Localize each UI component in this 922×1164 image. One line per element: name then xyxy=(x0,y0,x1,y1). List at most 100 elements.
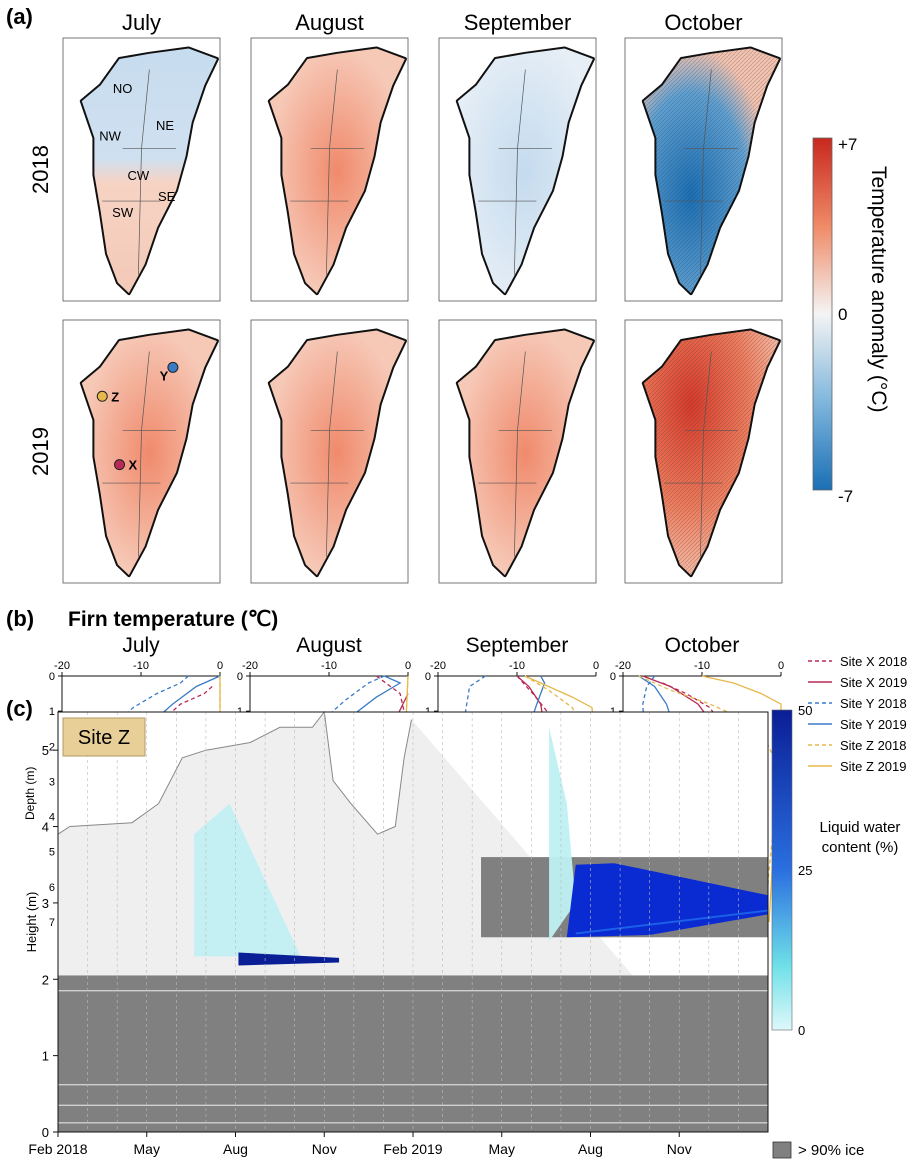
x-tick-label: May xyxy=(134,1141,160,1157)
map-2019-september xyxy=(438,319,597,584)
lwc-colorbar-tick: 0 xyxy=(798,1023,805,1038)
site-z-label: Z xyxy=(111,389,119,404)
x-tick-label: 0 xyxy=(405,660,411,672)
lwc-colorbar-title-line1: Liquid water xyxy=(820,819,901,836)
significance-hatching xyxy=(643,330,779,576)
profile-title-september: September xyxy=(466,634,569,657)
legend-item-site-z-2018: Site Z 2018 xyxy=(840,738,907,753)
y-tick-label: 0 xyxy=(49,671,55,683)
site-z-label-box xyxy=(62,717,146,757)
map-2018-october xyxy=(624,37,783,302)
column-title-july: July xyxy=(122,10,161,35)
x-tick-label: -20 xyxy=(242,660,258,672)
significance-hatching xyxy=(643,48,779,294)
wet-layer-2018 xyxy=(238,952,340,966)
column-title-august: August xyxy=(295,10,364,35)
x-tick-label: May xyxy=(489,1141,515,1157)
y-tick-label: 3 xyxy=(49,776,55,788)
panel-c-site-z-plot: Feb 2018 May Aug Nov Feb 2019 May Aug Nov012345… xyxy=(24,703,900,1159)
y-tick-label: 0 xyxy=(42,1125,49,1140)
map-2019-august xyxy=(250,319,409,584)
y-tick-label: 2 xyxy=(42,972,49,987)
region-label-se: SE xyxy=(158,189,176,204)
ice-sheet-anomaly xyxy=(457,330,593,576)
x-tick-label: -10 xyxy=(321,660,337,672)
colorbar-gradient xyxy=(812,137,833,491)
region-label-cw: CW xyxy=(128,168,150,183)
drainage-basin-boundaries xyxy=(478,69,553,275)
x-tick-label: -20 xyxy=(54,660,70,672)
wet-layer-2019 xyxy=(566,863,768,938)
x-tick-label: -20 xyxy=(615,660,631,672)
panel-c-label: (c) xyxy=(6,696,33,721)
drainage-basin-boundaries xyxy=(290,351,365,557)
x-tick-label: Feb 2018 xyxy=(28,1141,87,1157)
percolation-front-2018 xyxy=(194,803,301,957)
site-x-label: X xyxy=(129,458,138,473)
drainage-basin-boundaries xyxy=(102,69,177,275)
colorbar-min-label: -7 xyxy=(838,487,853,506)
drainage-basin-boundaries xyxy=(102,351,177,557)
ice-sheet-anomaly xyxy=(457,48,593,294)
panel-a-column-titles: July August September October xyxy=(122,10,743,35)
profile-title-october: October xyxy=(665,634,740,657)
x-tick-label: Feb 2019 xyxy=(383,1141,442,1157)
drainage-basin-boundaries xyxy=(664,351,739,557)
panel-b-title: Firn temperature (℃) xyxy=(68,608,278,631)
map-2018-august xyxy=(250,37,409,302)
profile-title-august: August xyxy=(296,634,362,657)
column-title-september: September xyxy=(464,10,572,35)
y-tick-label: 5 xyxy=(49,847,55,859)
colorbar-title: Temperature anomaly (°C) xyxy=(867,166,890,412)
y-tick-label: 1 xyxy=(49,706,55,718)
y-tick-label: 2 xyxy=(49,741,55,753)
panel-c-ylabel: Height (m) xyxy=(24,892,39,953)
y-tick-label: 6 xyxy=(49,882,55,894)
x-tick-label: 0 xyxy=(778,660,784,672)
x-tick-label: -10 xyxy=(509,660,525,672)
y-tick-label: 7 xyxy=(49,917,55,929)
percolation-front-2019 xyxy=(549,727,576,942)
lwc-colorbar-tick: 50 xyxy=(798,703,812,718)
site-y-label: Y xyxy=(160,368,169,383)
x-tick-label: -10 xyxy=(694,660,710,672)
region-label-sw: SW xyxy=(112,205,134,220)
ice-legend-label: > 90% ice xyxy=(798,1142,864,1159)
row-title-2019: 2019 xyxy=(28,427,53,476)
panel-a-label: (a) xyxy=(6,4,33,29)
x-tick-label: -20 xyxy=(430,660,446,672)
lwc-colorbar-title-line2: content (%) xyxy=(822,839,899,856)
panel-a-maps: NO NE NW CW SE SW Z Y X xyxy=(62,37,783,584)
x-tick-label: Aug xyxy=(578,1141,603,1157)
region-label-no: NO xyxy=(113,81,133,96)
map-2018-july xyxy=(62,37,221,302)
y-tick-label: 4 xyxy=(42,820,49,835)
site-y-marker xyxy=(167,361,179,373)
colorbar-mid-label: 0 xyxy=(838,305,847,324)
panel-b-label: (b) xyxy=(6,606,34,631)
column-title-october: October xyxy=(664,10,742,35)
map-2018-september xyxy=(438,37,597,302)
legend-item-site-x-2018: Site X 2018 xyxy=(840,654,907,669)
y-tick-label: 1 xyxy=(42,1049,49,1064)
x-tick-label: Aug xyxy=(223,1141,248,1157)
y-tick-label: 5 xyxy=(42,743,49,758)
legend-item-site-z-2019: Site Z 2019 xyxy=(840,759,907,774)
x-tick-label: -10 xyxy=(133,660,149,672)
ice-sheet-anomaly xyxy=(269,48,405,294)
x-tick-label: Nov xyxy=(312,1141,337,1157)
series-site-x-2018 xyxy=(662,682,731,922)
ice-legend-swatch xyxy=(772,1141,792,1159)
lwc-colorbar-tick: 25 xyxy=(798,863,812,878)
region-label-ne: NE xyxy=(156,118,174,133)
panel-a-row-titles: 2018 2019 xyxy=(28,145,53,476)
legend-item-site-y-2019: Site Y 2019 xyxy=(840,717,907,732)
wet-layer-2019-edge xyxy=(575,909,769,935)
site-z-marker xyxy=(96,390,108,402)
x-tick-label: 0 xyxy=(217,660,223,672)
legend-item-site-x-2019: Site X 2019 xyxy=(840,675,907,690)
y-tick-label: 0 xyxy=(237,671,243,683)
legend-item-site-y-2018: Site Y 2018 xyxy=(840,696,907,711)
region-label-nw: NW xyxy=(99,129,121,144)
y-tick-label: 4 xyxy=(49,812,55,824)
